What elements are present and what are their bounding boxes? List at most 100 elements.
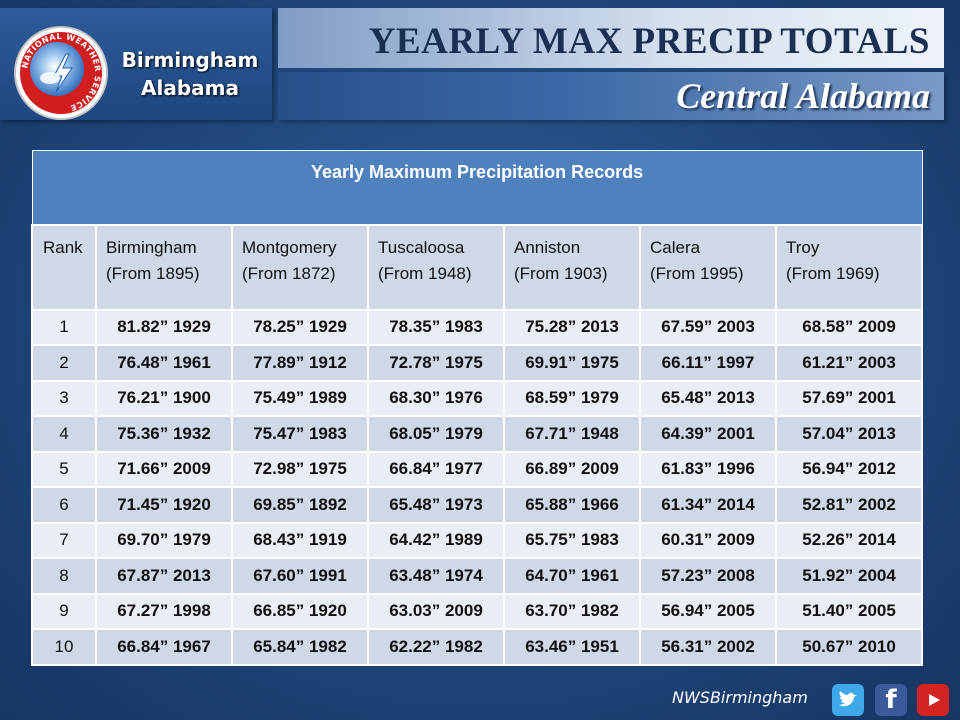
table-row: 6 71.45” 1920 69.85” 1892 65.48” 1973 65.88”… bbox=[31, 486, 924, 524]
precip-record-cell: 51.40” 2005 bbox=[774, 592, 924, 630]
precip-record-cell: 72.78” 1975 bbox=[367, 344, 505, 382]
rank-cell: 6 bbox=[31, 486, 97, 524]
precip-record-cell: 81.82” 1929 bbox=[95, 308, 233, 346]
precip-record-cell: 61.83” 1996 bbox=[639, 450, 777, 488]
column-period: (From 1872) bbox=[242, 263, 336, 283]
precip-record-cell: 65.84” 1982 bbox=[231, 628, 369, 666]
table-row: 8 67.87” 2013 67.60” 1991 63.48” 1974 64.70”… bbox=[31, 557, 924, 595]
page-subtitle: Central Alabama bbox=[676, 76, 930, 116]
precip-record-cell: 66.84” 1977 bbox=[367, 450, 505, 488]
precip-record-cell: 68.59” 1979 bbox=[503, 379, 641, 417]
precip-record-cell: 62.22” 1982 bbox=[367, 628, 505, 666]
nws-logo: NATIONAL WEATHER SERVICE bbox=[14, 26, 108, 120]
city-name: Birmingham bbox=[121, 48, 259, 72]
rank-cell: 3 bbox=[31, 379, 97, 417]
column-period: (From 1995) bbox=[650, 263, 744, 283]
precip-record-cell: 64.39” 2001 bbox=[639, 415, 777, 453]
precip-record-cell: 56.31” 2002 bbox=[639, 628, 777, 666]
precip-record-cell: 65.88” 1966 bbox=[503, 486, 641, 524]
rank-cell: 2 bbox=[31, 344, 97, 382]
precip-record-cell: 69.70” 1979 bbox=[95, 521, 233, 559]
column-period: (From 1948) bbox=[378, 263, 472, 283]
precip-record-cell: 68.30” 1976 bbox=[367, 379, 505, 417]
precip-record-cell: 63.46” 1951 bbox=[503, 628, 641, 666]
column-header-station: Montgomery (From 1872) bbox=[231, 223, 369, 311]
precip-record-cell: 75.36” 1932 bbox=[95, 415, 233, 453]
precip-record-cell: 68.58” 2009 bbox=[774, 308, 924, 346]
column-header-station: Calera (From 1995) bbox=[639, 223, 777, 311]
precip-record-cell: 66.85” 1920 bbox=[231, 592, 369, 630]
precip-record-cell: 63.70” 1982 bbox=[503, 592, 641, 630]
column-label: Montgomery bbox=[242, 237, 337, 257]
precip-record-cell: 67.71” 1948 bbox=[503, 415, 641, 453]
state-name: Alabama bbox=[141, 76, 239, 100]
column-header-station: Birmingham (From 1895) bbox=[95, 223, 233, 311]
table-row: 9 67.27” 1998 66.85” 1920 63.03” 2009 63.70”… bbox=[31, 592, 924, 630]
precip-record-cell: 67.27” 1998 bbox=[95, 592, 233, 630]
precip-record-cell: 63.03” 2009 bbox=[367, 592, 505, 630]
precip-record-cell: 64.70” 1961 bbox=[503, 557, 641, 595]
rank-cell: 9 bbox=[31, 592, 97, 630]
social-footer: NWSBirmingham f bbox=[672, 684, 952, 716]
rank-cell: 7 bbox=[31, 521, 97, 559]
precip-record-cell: 78.35” 1983 bbox=[367, 308, 505, 346]
precip-record-cell: 75.28” 2013 bbox=[503, 308, 641, 346]
table-header-row: Rank Birmingham (From 1895) Montgomery (From… bbox=[31, 223, 924, 311]
office-location: Birmingham Alabama bbox=[108, 46, 272, 102]
table-caption-row: Yearly Maximum Precipitation Records bbox=[31, 150, 923, 225]
twitter-icon[interactable] bbox=[832, 684, 864, 716]
precip-record-cell: 68.05” 1979 bbox=[367, 415, 505, 453]
precip-record-cell: 63.48” 1974 bbox=[367, 557, 505, 595]
facebook-icon[interactable]: f bbox=[875, 684, 907, 716]
column-label: Calera bbox=[650, 237, 701, 257]
precip-record-cell: 66.89” 2009 bbox=[503, 450, 641, 488]
precip-record-cell: 57.04” 2013 bbox=[774, 415, 924, 453]
precip-record-cell: 76.21” 1900 bbox=[95, 379, 233, 417]
precip-record-cell: 68.43” 1919 bbox=[231, 521, 369, 559]
precip-record-cell: 61.21” 2003 bbox=[774, 344, 924, 382]
logo-globe bbox=[30, 42, 84, 96]
precip-record-cell: 69.85” 1892 bbox=[231, 486, 369, 524]
rank-cell: 4 bbox=[31, 415, 97, 453]
column-label: Birmingham bbox=[106, 237, 197, 257]
table-row: 7 69.70” 1979 68.43” 1919 64.42” 1989 65.75”… bbox=[31, 521, 924, 559]
header-branding: NATIONAL WEATHER SERVICE Birmingham Alab… bbox=[0, 8, 272, 120]
page-title: YEARLY MAX PRECIP TOTALS bbox=[368, 21, 930, 62]
precip-record-cell: 77.89” 1912 bbox=[231, 344, 369, 382]
table-row: 1 81.82” 1929 78.25” 1929 78.35” 1983 75.28”… bbox=[31, 308, 924, 346]
precip-record-cell: 56.94” 2005 bbox=[639, 592, 777, 630]
subtitle-bar: Central Alabama bbox=[278, 72, 944, 120]
precip-record-cell: 52.81” 2002 bbox=[774, 486, 924, 524]
table-row: 5 71.66” 2009 72.98” 1975 66.84” 1977 66.89”… bbox=[31, 450, 924, 488]
rank-cell: 5 bbox=[31, 450, 97, 488]
column-label: Tuscaloosa bbox=[378, 237, 465, 257]
column-header-station: Anniston (From 1903) bbox=[503, 223, 641, 311]
precip-record-cell: 67.59” 2003 bbox=[639, 308, 777, 346]
precip-record-cell: 52.26” 2014 bbox=[774, 521, 924, 559]
precip-record-cell: 57.69” 2001 bbox=[774, 379, 924, 417]
youtube-icon[interactable] bbox=[917, 684, 949, 716]
precip-record-cell: 65.48” 2013 bbox=[639, 379, 777, 417]
rank-cell: 8 bbox=[31, 557, 97, 595]
table-row: 2 76.48” 1961 77.89” 1912 72.78” 1975 69.91”… bbox=[31, 344, 924, 382]
precip-record-cell: 66.11” 1997 bbox=[639, 344, 777, 382]
rank-cell: 1 bbox=[31, 308, 97, 346]
precip-record-cell: 51.92” 2004 bbox=[774, 557, 924, 595]
precip-record-cell: 65.48” 1973 bbox=[367, 486, 505, 524]
precip-record-cell: 72.98” 1975 bbox=[231, 450, 369, 488]
precip-record-cell: 69.91” 1975 bbox=[503, 344, 641, 382]
column-period: (From 1895) bbox=[106, 263, 200, 283]
precip-record-cell: 67.60” 1991 bbox=[231, 557, 369, 595]
column-label: Rank bbox=[43, 237, 83, 257]
precip-record-cell: 64.42” 1989 bbox=[367, 521, 505, 559]
social-handle: NWSBirmingham bbox=[672, 688, 808, 707]
precip-record-cell: 78.25” 1929 bbox=[231, 308, 369, 346]
precip-record-cell: 67.87” 2013 bbox=[95, 557, 233, 595]
table-row: 3 76.21” 1900 75.49” 1989 68.30” 1976 68.59”… bbox=[31, 379, 924, 417]
column-period: (From 1969) bbox=[786, 263, 880, 283]
column-label: Anniston bbox=[514, 237, 581, 257]
precip-records-table: Yearly Maximum Precipitation Records Ran… bbox=[31, 150, 924, 666]
logo-emblem-icon: NATIONAL WEATHER SERVICE bbox=[20, 32, 101, 113]
precip-record-cell: 75.49” 1989 bbox=[231, 379, 369, 417]
precip-record-cell: 57.23” 2008 bbox=[639, 557, 777, 595]
